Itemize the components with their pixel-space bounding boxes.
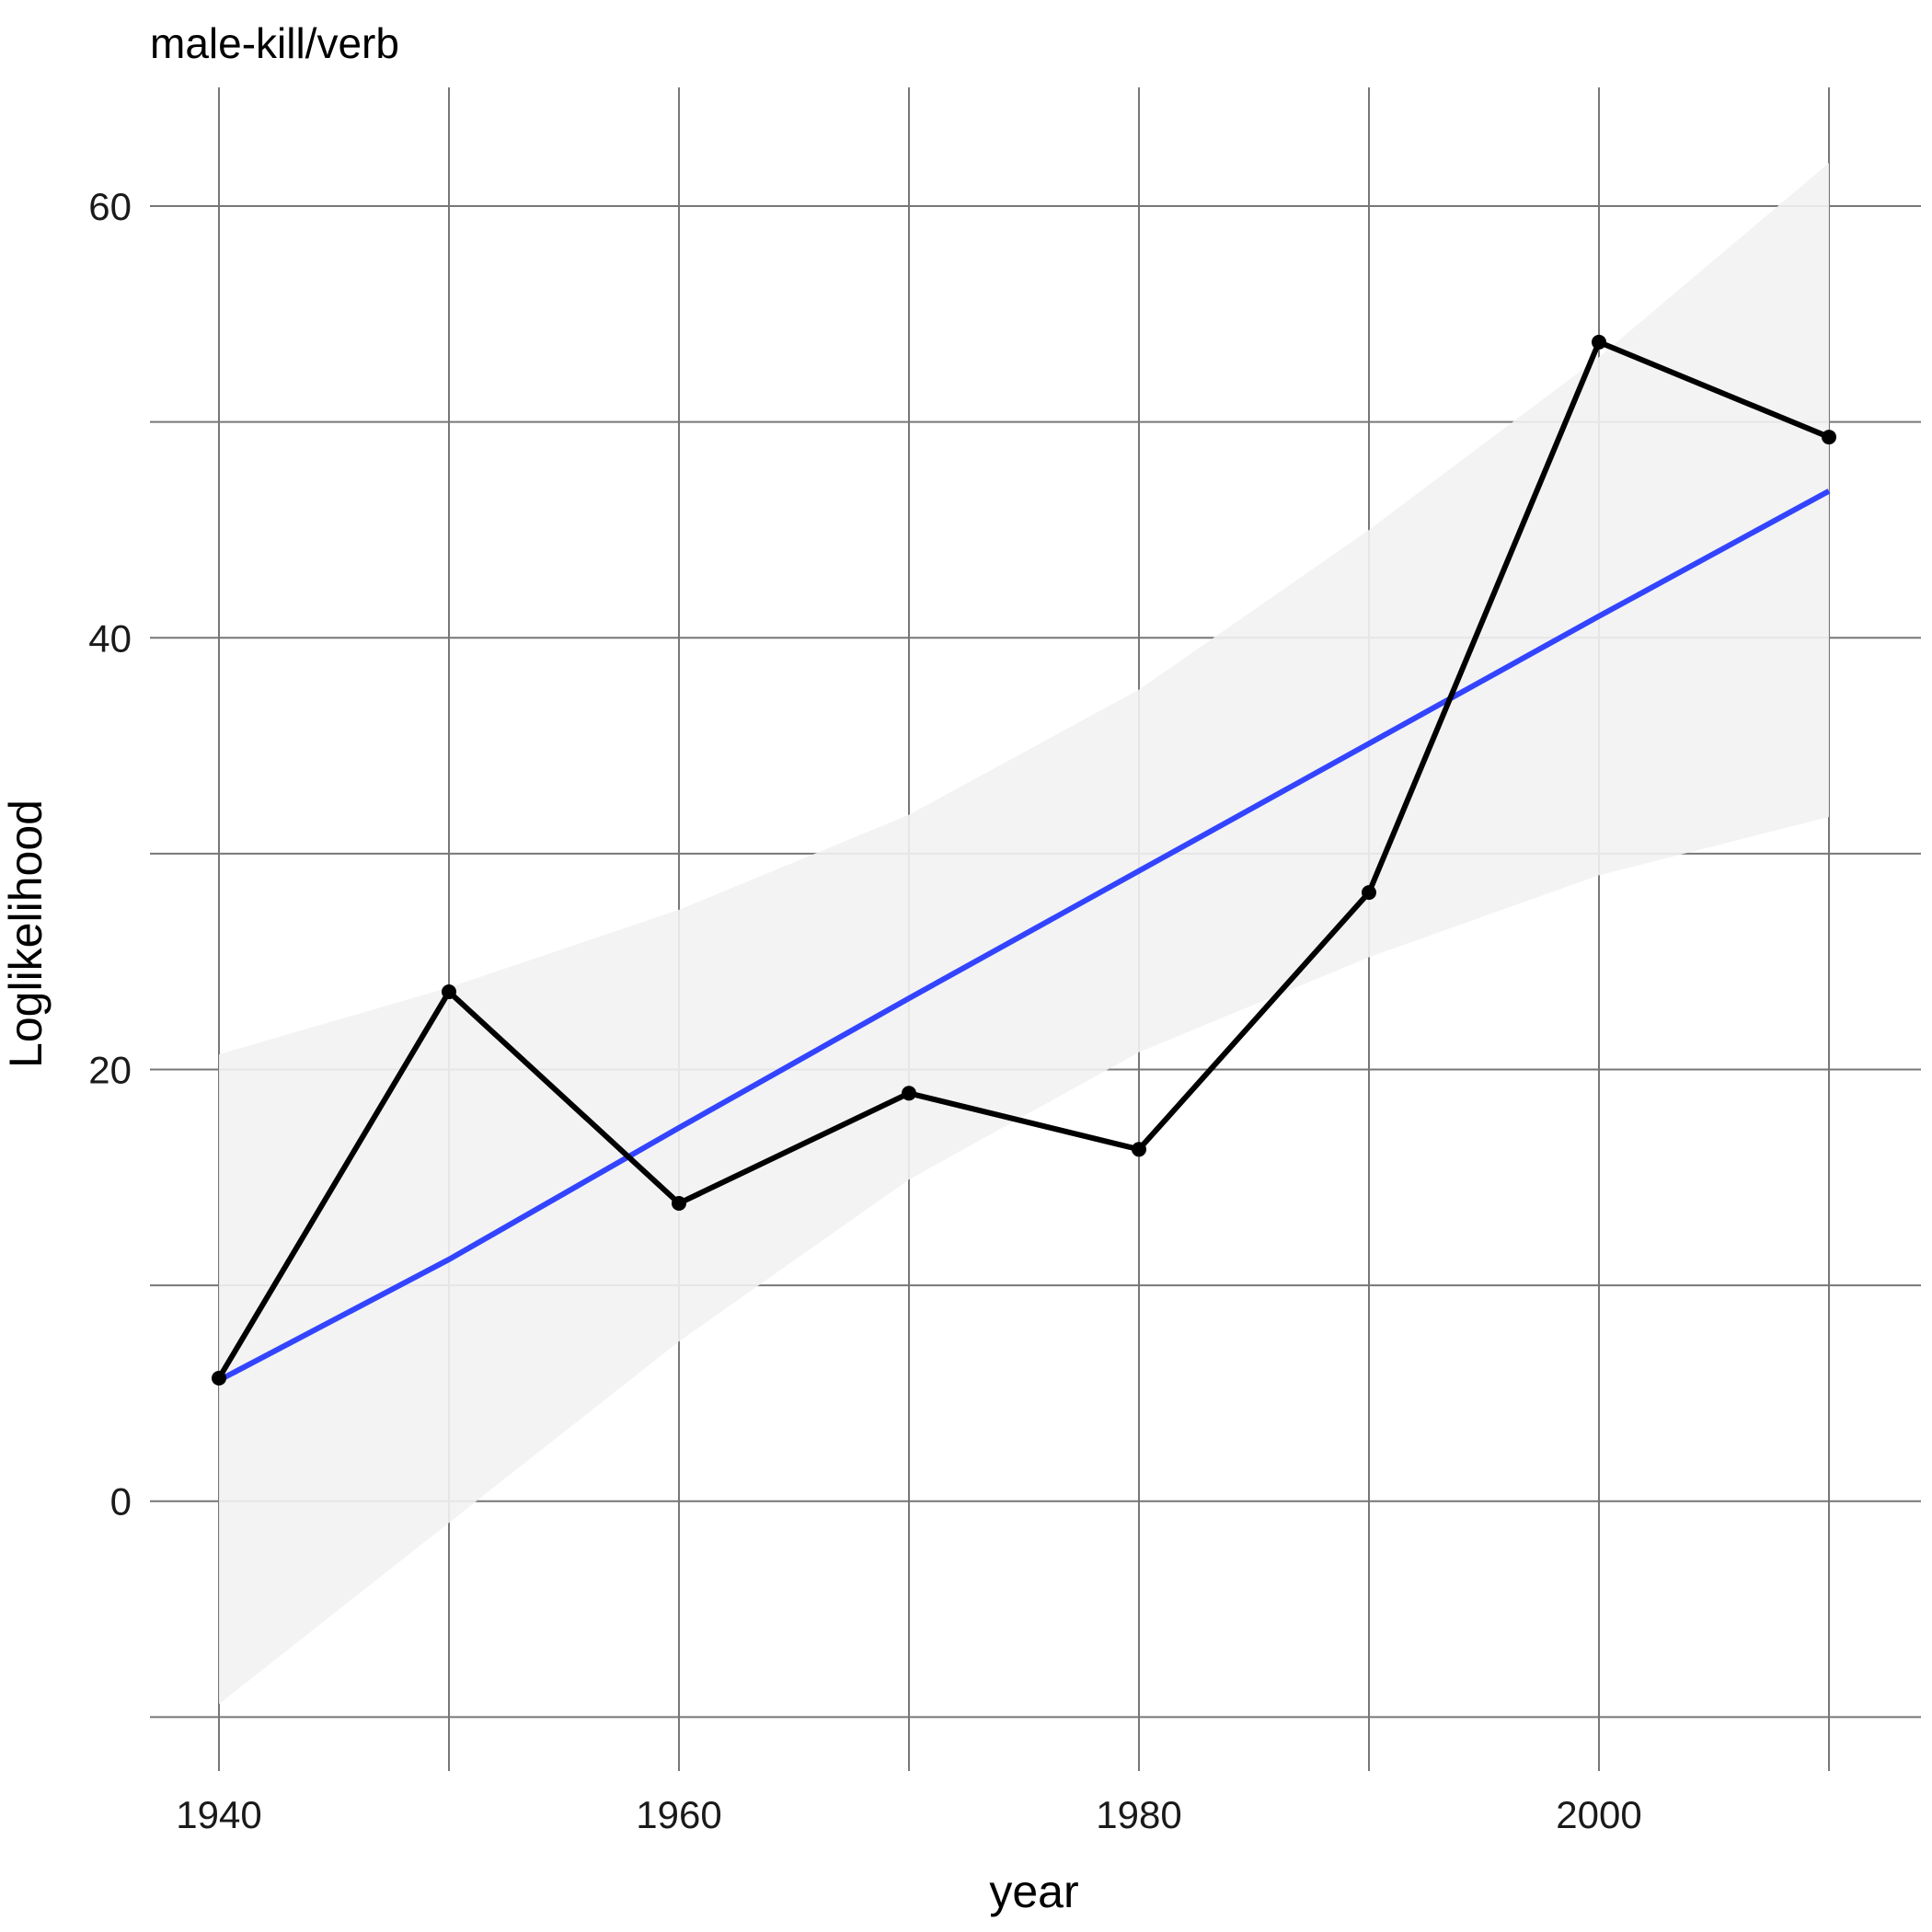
x-axis-title: year (989, 1866, 1078, 1917)
y-tick-label-60: 60 (88, 185, 132, 228)
data-point-1940 (212, 1371, 226, 1386)
y-axis-title: Loglikelihood (0, 799, 52, 1068)
x-tick-label-1960: 1960 (636, 1793, 721, 1836)
data-point-1980 (1132, 1142, 1146, 1157)
data-point-1970 (902, 1086, 916, 1101)
data-point-1950 (442, 984, 456, 1000)
y-tick-label-0: 0 (110, 1480, 132, 1524)
series-line-0 (216, 339, 1831, 1380)
data-series (212, 334, 1836, 1386)
y-tick-label-40: 40 (88, 616, 132, 660)
chart-title: male-kill/verb (150, 19, 399, 67)
data-point-1960 (672, 1195, 686, 1211)
x-tick-label-2000: 2000 (1556, 1793, 1641, 1836)
trend-line-path (217, 489, 1831, 1384)
trend-line (217, 489, 1831, 1384)
data-point-2010 (1822, 430, 1836, 445)
x-tick-label-1940: 1940 (176, 1793, 261, 1836)
data-point-2000 (1592, 334, 1606, 350)
tick-labels: 1940 1960 1980 2000 0 20 40 60 (88, 185, 1641, 1836)
data-point-1990 (1362, 885, 1376, 901)
y-tick-label-20: 20 (88, 1049, 132, 1092)
x-tick-label-1980: 1980 (1096, 1793, 1181, 1836)
